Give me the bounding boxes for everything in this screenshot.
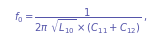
Text: $f_0 = \dfrac{1}{2\pi\ \sqrt{L_{10}}\times(C_{11}+C_{12})}\ ,$: $f_0 = \dfrac{1}{2\pi\ \sqrt{L_{10}}\tim… bbox=[13, 7, 147, 36]
